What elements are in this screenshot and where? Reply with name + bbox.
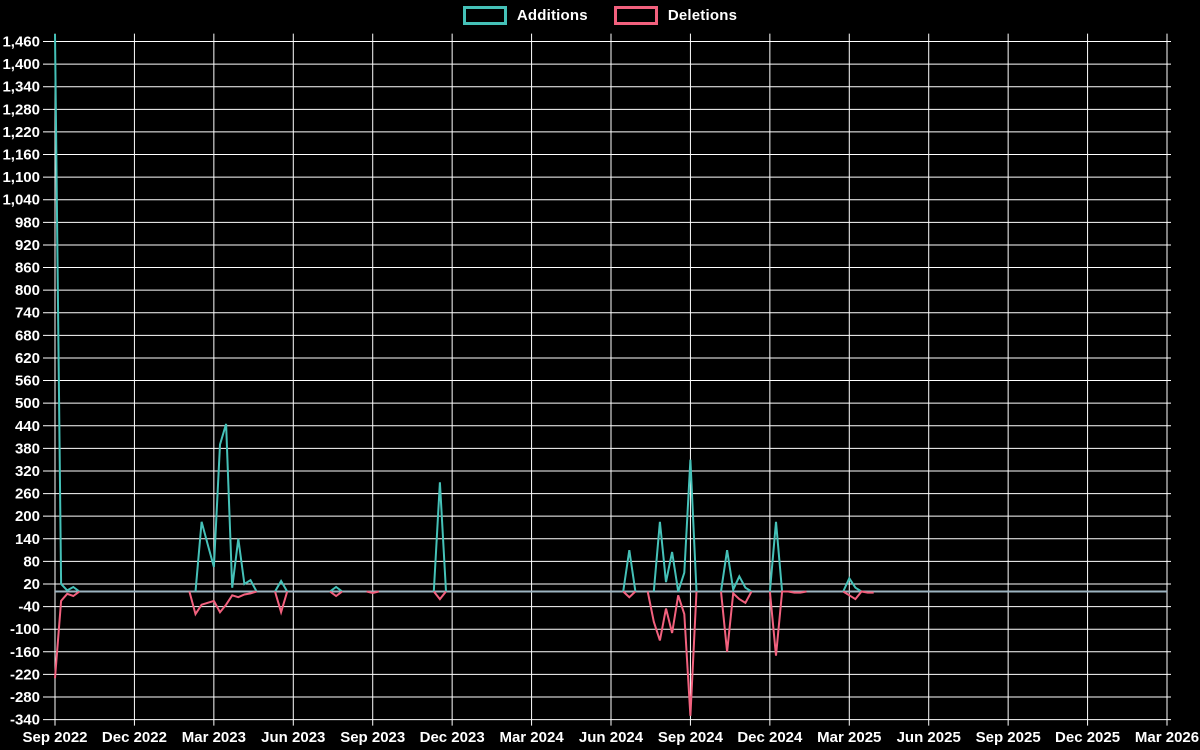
additions-line [274,579,289,593]
y-tick-label: 320 [15,463,40,480]
deletions-swatch-icon [613,6,658,25]
additions-line [720,549,753,594]
y-tick-label: 920 [15,237,40,254]
y-tick-label: 1,160 [2,147,40,164]
y-tick-label: 800 [15,282,40,299]
y-tick-label: 140 [15,531,40,548]
y-tick-label: 500 [15,395,40,412]
y-tick-label: 1,040 [2,192,40,209]
additions-line [842,576,863,593]
x-tick-label: Mar 2024 [499,729,564,746]
deletions-line [188,590,257,617]
x-tick-label: Mar 2023 [182,729,246,746]
deletions-line [274,591,289,616]
deletions-line [720,591,753,652]
chart-legend: Additions Deletions [0,6,1200,25]
y-tick-label: -100 [10,621,40,638]
additions-line [432,482,447,592]
legend-label-deletions: Deletions [667,7,738,24]
y-tick-label: 560 [15,373,40,390]
y-tick-label: 980 [15,214,40,231]
x-tick-label: Sep 2022 [22,729,87,746]
x-tick-label: Sep 2024 [658,729,724,746]
deletions-line [366,590,380,595]
y-tick-label: -280 [10,689,40,706]
x-tick-label: Jun 2024 [579,729,644,746]
legend-item-additions[interactable]: Additions [462,6,588,25]
deletions-line [842,590,874,601]
x-tick-label: Mar 2025 [817,729,881,746]
y-tick-label: 1,100 [2,169,40,186]
y-tick-label: 1,400 [2,56,40,73]
deletions-line [768,590,807,656]
y-tick-label: 260 [15,486,40,503]
x-tick-label: Jun 2025 [897,729,961,746]
y-tick-label: 1,280 [2,101,40,118]
y-tick-label: 200 [15,508,40,525]
additions-line [652,459,698,592]
y-tick-label: 1,460 [2,34,40,51]
additions-line [768,521,784,592]
y-tick-label: 20 [23,576,40,593]
x-tick-label: Dec 2024 [737,729,803,746]
y-tick-label: 1,220 [2,124,40,141]
y-tick-label: -40 [18,599,40,616]
x-tick-label: Jun 2023 [261,729,325,746]
deletions-line [622,590,637,599]
additions-line [622,549,637,592]
x-tick-label: Dec 2025 [1055,729,1120,746]
y-tick-label: -220 [10,666,40,683]
legend-label-additions: Additions [516,7,588,24]
x-tick-label: Mar 2026 [1135,729,1199,746]
legend-item-deletions[interactable]: Deletions [613,6,738,25]
deletions-line [433,590,447,601]
deletions-line [54,590,80,679]
y-tick-label: 80 [23,553,40,570]
additions-line [194,423,258,592]
x-tick-label: Dec 2023 [420,729,485,746]
y-tick-label: 680 [15,327,40,344]
y-tick-label: 860 [15,260,40,277]
additions-line [54,33,80,593]
x-tick-label: Sep 2023 [340,729,405,746]
x-tick-label: Sep 2025 [976,729,1041,746]
y-tick-label: -340 [10,712,40,729]
y-tick-label: 740 [15,305,40,322]
additions-swatch-icon [462,6,507,25]
y-tick-label: -160 [10,644,40,661]
additions-line [329,585,343,593]
deletions-line [646,591,698,716]
y-tick-label: 440 [15,418,40,435]
y-tick-label: 620 [15,350,40,367]
x-tick-label: Dec 2022 [102,729,167,746]
y-tick-label: 380 [15,440,40,457]
deletions-line [329,590,343,598]
y-tick-label: 1,340 [2,79,40,96]
